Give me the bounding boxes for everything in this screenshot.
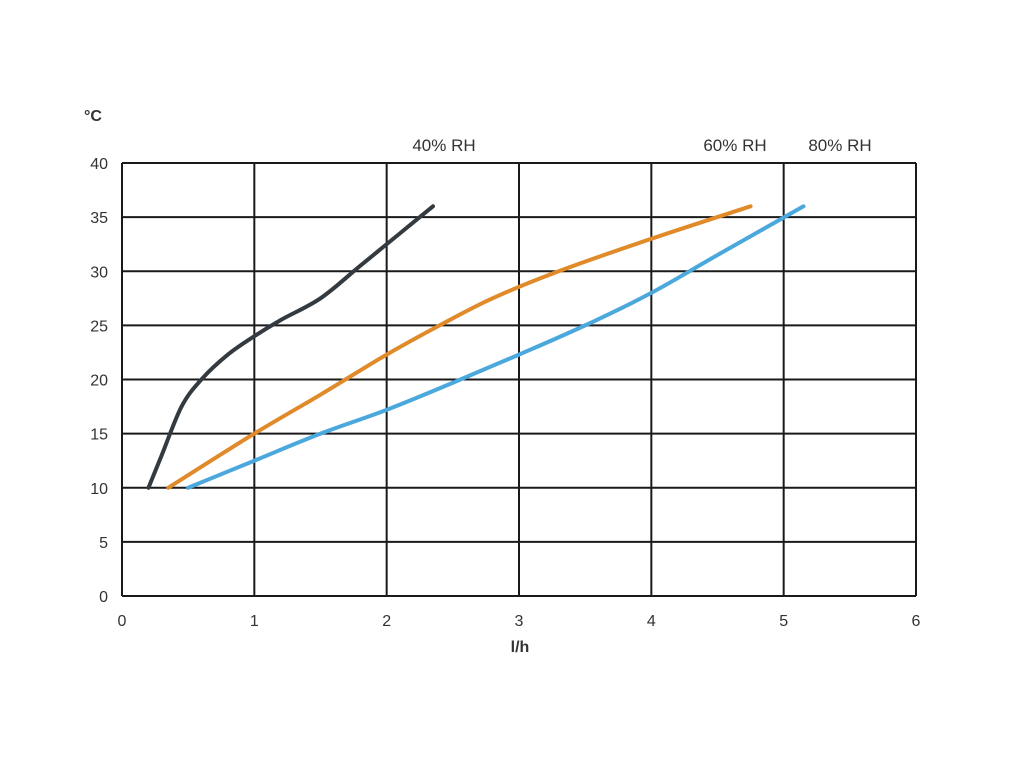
- x-tick-label: 3: [515, 613, 524, 630]
- x-tick-label: 4: [647, 613, 656, 630]
- x-tick-label: 5: [779, 613, 788, 630]
- tick-labels: 0 1 2 3 4 5 6 0 5 10 15 20 25 30 35 40: [90, 156, 920, 630]
- series-line-3: [186, 204, 806, 490]
- y-tick-label: 30: [90, 264, 108, 281]
- grid-lines: [121, 162, 917, 597]
- series-lines: [146, 204, 806, 490]
- y-tick-label: 15: [90, 427, 108, 444]
- series-labels: 40% RH 60% RH 80% RH: [412, 136, 871, 155]
- x-tick-label: 2: [382, 613, 391, 630]
- series-label-2: 60% RH: [703, 136, 766, 155]
- y-tick-label: 0: [99, 589, 108, 606]
- y-axis-label: °C: [84, 108, 102, 125]
- y-tick-label: 5: [99, 535, 108, 552]
- x-tick-label: 1: [250, 613, 259, 630]
- x-tick-label: 0: [118, 613, 127, 630]
- series-line-2: [166, 204, 753, 490]
- y-tick-label: 10: [90, 481, 108, 498]
- y-tick-label: 35: [90, 210, 108, 227]
- series-line-1: [146, 204, 435, 490]
- y-tick-label: 20: [90, 373, 108, 390]
- x-tick-label: 6: [912, 613, 921, 630]
- series-label-3: 80% RH: [808, 136, 871, 155]
- x-axis-label: l/h: [511, 639, 530, 656]
- y-tick-label: 40: [90, 156, 108, 173]
- series-label-1: 40% RH: [412, 136, 475, 155]
- y-tick-label: 25: [90, 318, 108, 335]
